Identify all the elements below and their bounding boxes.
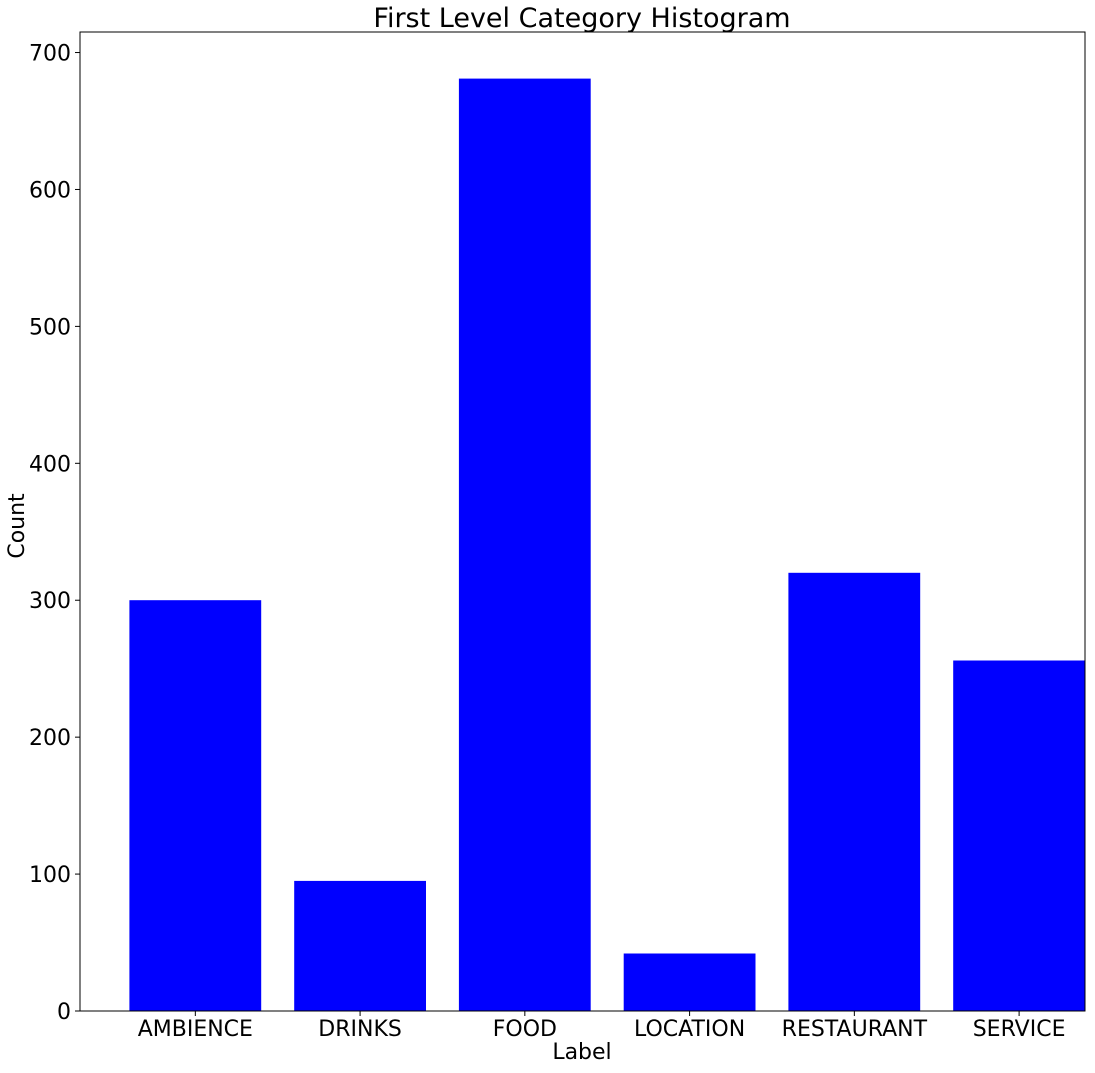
bar-location [623, 953, 756, 1011]
x-tick-label: SERVICE [973, 1017, 1066, 1042]
y-tick-label: 100 [29, 863, 71, 888]
bar-service [953, 660, 1085, 1011]
bar-food [458, 78, 591, 1012]
y-tick-label: 0 [57, 1000, 71, 1025]
chart-title: First Level Category Histogram [373, 3, 790, 34]
bars-group [129, 78, 1085, 1012]
y-tick-label: 400 [29, 452, 71, 477]
x-axis-label: Label [552, 1040, 611, 1065]
x-tick-label: DRINKS [318, 1017, 402, 1042]
bar-drinks [294, 880, 426, 1011]
y-axis-label: Count [5, 493, 30, 559]
x-tick-label: FOOD [493, 1017, 557, 1042]
y-tick-label: 600 [29, 178, 71, 203]
y-axis-ticks: 0 100 200 300 400 500 600 700 [29, 42, 80, 1025]
y-tick-label: 700 [29, 42, 71, 67]
x-tick-label: AMBIENCE [138, 1017, 253, 1042]
y-tick-label: 300 [29, 589, 71, 614]
x-tick-label: LOCATION [634, 1017, 745, 1042]
x-axis-ticks: AMBIENCE DRINKS FOOD LOCATION RESTAURANT SERV… [138, 1011, 1066, 1042]
bar-restaurant [788, 572, 921, 1011]
x-tick-label: RESTAURANT [782, 1017, 928, 1042]
y-tick-label: 200 [29, 726, 71, 751]
plot-frame [79, 31, 1086, 1012]
bar-ambience [129, 600, 262, 1011]
y-tick-label: 500 [29, 315, 71, 340]
